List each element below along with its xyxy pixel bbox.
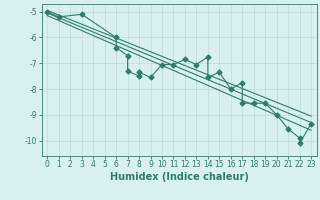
X-axis label: Humidex (Indice chaleur): Humidex (Indice chaleur) [110,172,249,182]
